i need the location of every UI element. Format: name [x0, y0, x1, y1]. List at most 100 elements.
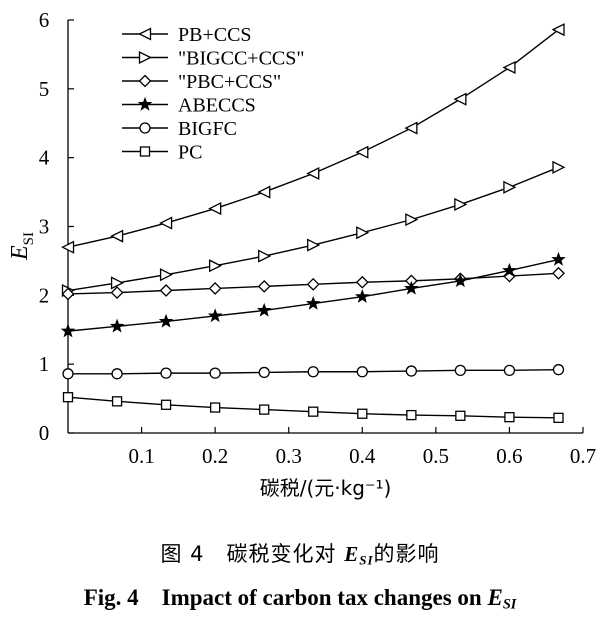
legend-label: "BIGCC+CCS"	[178, 48, 305, 70]
data-point	[158, 313, 174, 328]
x-tick-label: 0.2	[202, 444, 228, 468]
line-chart: 0 1 2 3 4 5 6 0.1 0.2 0.3 0.4 0.5 0.6 0.7 碳税/(元·kg⁻¹) E…	[7, 8, 596, 500]
caption-cn-symbol: E	[344, 542, 360, 566]
data-point	[355, 145, 369, 159]
data-point	[455, 410, 466, 421]
legend-marker	[139, 146, 151, 157]
x-tick-label: 0.6	[496, 444, 522, 468]
y-tick-label: 4	[39, 146, 50, 170]
data-point	[357, 408, 368, 419]
data-point	[356, 226, 370, 240]
legend-marker	[138, 27, 152, 41]
data-point	[502, 60, 516, 75]
caption-cn-subscript: SI	[359, 552, 374, 568]
data-point	[109, 318, 125, 333]
legend-item: PC	[122, 142, 202, 164]
data-point	[159, 284, 173, 297]
data-point	[551, 23, 565, 37]
x-tick-label: 0.7	[570, 444, 596, 468]
data-point	[258, 366, 270, 379]
y-tick-label: 2	[39, 283, 50, 307]
data-point	[258, 249, 272, 263]
data-point	[404, 121, 418, 135]
series-triangle-right	[61, 160, 566, 298]
caption-cn-prefix: 图 4 碳税变化对	[160, 542, 345, 566]
data-point	[504, 412, 515, 423]
y-tick-label: 1	[39, 352, 50, 376]
data-point	[306, 166, 320, 181]
data-point	[61, 240, 75, 254]
caption-en-symbol: E	[487, 585, 503, 610]
data-point	[209, 402, 221, 413]
data-point	[256, 302, 272, 317]
data-point	[60, 323, 76, 338]
data-point	[160, 367, 172, 379]
x-tick-label: 0.1	[128, 444, 154, 468]
data-point	[159, 216, 173, 230]
legend-label: BIGFC	[178, 118, 237, 140]
figure-caption-english: Fig. 4 Impact of carbon tax changes on E…	[0, 578, 600, 614]
data-point	[110, 276, 125, 290]
legend-label: PB+CCS	[178, 24, 252, 46]
y-tick-label: 6	[39, 8, 50, 32]
legend-marker	[137, 96, 153, 111]
legend-item: BIGFC	[122, 118, 237, 140]
legend-item: ABECCS	[122, 95, 256, 117]
series-circle	[62, 364, 565, 380]
legend-marker	[139, 122, 151, 134]
data-point	[502, 262, 517, 277]
data-point	[551, 251, 566, 266]
data-point	[208, 259, 223, 273]
legend-label: "PBC+CCS"	[178, 71, 281, 93]
x-tick-label: 0.3	[276, 444, 302, 468]
data-point	[62, 392, 74, 403]
data-point	[354, 289, 370, 303]
data-point	[307, 238, 321, 252]
y-axis-label: ESI	[7, 232, 37, 261]
data-point	[259, 404, 270, 415]
data-point	[308, 406, 319, 417]
data-point	[160, 399, 172, 410]
series-square	[62, 392, 564, 424]
data-point	[257, 185, 271, 199]
x-axis-label: 碳税/(元·kg⁻¹)	[260, 476, 392, 500]
data-point	[257, 279, 271, 293]
data-point	[61, 287, 75, 301]
data-point	[355, 275, 369, 289]
data-point	[208, 202, 222, 216]
data-point	[453, 273, 468, 288]
series-triangle-left	[61, 23, 565, 254]
data-point	[405, 365, 418, 377]
legend-item: "BIGCC+CCS"	[122, 48, 305, 70]
y-tick-label: 3	[39, 215, 50, 239]
data-point	[208, 282, 222, 295]
data-point	[454, 364, 467, 377]
data-point	[552, 160, 566, 174]
data-point	[553, 412, 564, 424]
caption-cn-suffix: 的影响	[373, 542, 440, 566]
legend-marker	[138, 74, 152, 88]
legend-item: "PBC+CCS"	[122, 71, 281, 93]
data-point	[406, 409, 417, 421]
data-point	[62, 368, 74, 380]
x-tick-label: 0.5	[423, 444, 449, 468]
data-point	[159, 268, 174, 282]
data-point	[111, 368, 123, 380]
data-point	[503, 180, 517, 194]
data-point	[306, 277, 320, 291]
data-point	[404, 280, 419, 295]
legend-item: PB+CCS	[122, 24, 252, 46]
y-axis-label-subscript: SI	[21, 232, 37, 245]
series-line	[67, 258, 559, 332]
series-diamond	[61, 266, 565, 301]
legend-label: ABECCS	[178, 95, 256, 117]
data-point	[503, 364, 516, 377]
data-point	[307, 366, 319, 378]
legend-label: PC	[178, 142, 202, 164]
caption-en-subscript: SI	[502, 596, 517, 613]
data-point	[209, 367, 221, 379]
y-tick-label: 0	[39, 421, 50, 445]
data-point	[207, 308, 223, 323]
figure-caption-chinese: 图 4 碳税变化对 ESI的影响	[0, 538, 600, 568]
